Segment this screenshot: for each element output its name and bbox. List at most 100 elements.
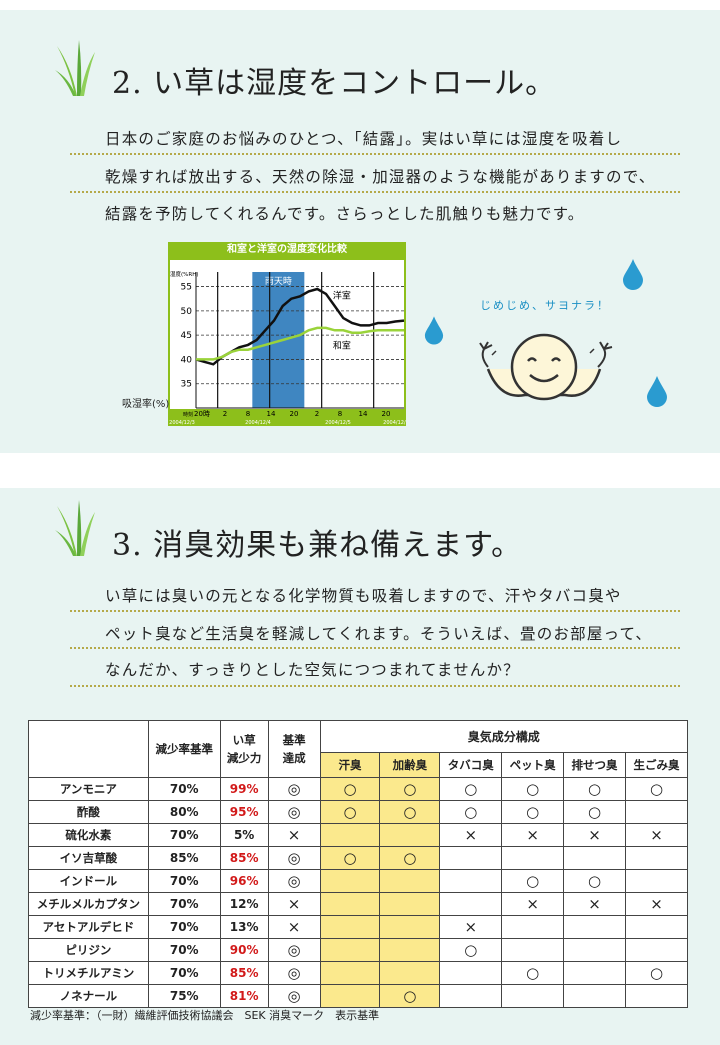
substance-name: 酢酸 [28, 800, 149, 824]
odor-mark: × [625, 823, 688, 847]
series-label: 和室 [333, 339, 351, 351]
substance-name: イソ吉草酸 [28, 846, 149, 870]
achievement-mark: ◎ [267, 869, 321, 893]
odor-mark: ○ [563, 800, 626, 824]
standard-value: 70% [147, 938, 221, 962]
x-tick-label: 20 [290, 410, 299, 418]
odor-mark [563, 984, 626, 1008]
achievement-mark: ◎ [267, 846, 321, 870]
odor-mark: ○ [501, 777, 565, 801]
odor-mark [625, 846, 688, 870]
substance-name: アセトアルデヒド [28, 915, 149, 939]
x-tick-label: 14 [267, 410, 276, 418]
x-tick-label: 20時 [194, 410, 210, 418]
table-row: 硫化水素 70% 5% × × × × × [28, 823, 688, 847]
odor-mark [379, 961, 441, 985]
body-line: い草には臭いの元となる化学物質も吸着しますので、汗やタバコ臭や [105, 587, 622, 605]
water-drop-icon [424, 316, 444, 345]
y-tick-label: 45 [181, 331, 192, 341]
odor-mark [379, 915, 441, 939]
odor-header: ペット臭 [501, 751, 565, 779]
water-drop-icon [623, 259, 643, 290]
grass-icon [55, 500, 95, 556]
reduction-value: 95% [219, 800, 269, 824]
odor-group-header: 臭気成分構成 [319, 720, 689, 753]
body-line: ペット臭など生活臭を軽減してくれます。そういえば、畳のお部屋って、 [105, 625, 653, 643]
odor-mark [319, 938, 381, 962]
odor-mark [379, 823, 441, 847]
humidity-section: 2. い草は湿度をコントロール。 日本のご家庭のお悩みのひとつ、「結露」。実はい… [0, 10, 720, 453]
achievement-mark: × [267, 915, 321, 939]
odor-mark: ○ [379, 777, 441, 801]
odor-mark: ○ [501, 961, 565, 985]
x-tick-label: 2 [223, 410, 227, 418]
blank-header [28, 720, 149, 778]
odor-mark [501, 938, 565, 962]
odor-mark: × [501, 892, 565, 916]
odor-mark [563, 961, 626, 985]
x-tick-label: 8 [338, 410, 342, 418]
achievement-mark: × [267, 892, 321, 916]
standard-value: 70% [147, 823, 221, 847]
date-label: 2004/12/6 [383, 420, 406, 426]
table-row: アンモニア 70% 99% ◎ ○ ○ ○ ○ ○ ○ [28, 777, 688, 801]
odor-mark: × [439, 915, 503, 939]
odor-mark: × [625, 892, 688, 916]
odor-mark [319, 823, 381, 847]
x-tick-label: 14 [359, 410, 368, 418]
standard-value: 70% [147, 915, 221, 939]
igusa-header-line1: い草 [232, 733, 256, 747]
series-label: 洋室 [333, 290, 351, 302]
achievement-mark: × [267, 823, 321, 847]
odor-header: タバコ臭 [439, 751, 503, 779]
odor-mark: ○ [439, 938, 503, 962]
dotted-divider [70, 153, 680, 155]
odor-mark [439, 846, 503, 870]
odor-mark: × [563, 823, 626, 847]
odor-header: 汗臭 [319, 751, 381, 779]
reduction-value: 13% [219, 915, 269, 939]
odor-mark [319, 892, 381, 916]
odor-mark [439, 869, 503, 893]
odor-mark: × [501, 823, 565, 847]
x-tick-label: 20 [382, 410, 391, 418]
odor-mark: ○ [563, 869, 626, 893]
standard-value: 70% [147, 869, 221, 893]
odor-mark [563, 938, 626, 962]
achievement-mark: ◎ [267, 961, 321, 985]
achieve-header-line2: 達成 [282, 751, 306, 765]
water-drop-icon [647, 376, 667, 407]
x-header: 時刻 [183, 411, 193, 418]
igusa-header-line2: 減少力 [226, 751, 262, 765]
footnote: 減少率基準：（一財）繊維評価技術協議会 SEK 消臭マーク 表示基準 [30, 1009, 380, 1022]
reduction-value: 81% [219, 984, 269, 1008]
y-tick-label: 50 [181, 307, 193, 317]
chart-title: 和室と洋室の湿度変化比較 [168, 242, 406, 258]
standard-value: 75% [147, 984, 221, 1008]
odor-mark [379, 892, 441, 916]
x-tick-label: 2 [315, 410, 319, 418]
odor-mark: ○ [501, 800, 565, 824]
achieve-header: 基準 達成 [267, 720, 321, 778]
body-line: なんだか、すっきりとした空気につつまれてませんか？ [105, 661, 520, 679]
section-heading: 3. 消臭効果も兼ね備えます。 [112, 528, 523, 563]
odor-mark [319, 915, 381, 939]
standard-value: 70% [147, 777, 221, 801]
table-row: メチルメルカプタン 70% 12% × × × × [28, 892, 688, 916]
x-tick-label: 8 [246, 410, 250, 418]
standard-value: 70% [147, 892, 221, 916]
odor-header: 生ごみ臭 [625, 751, 688, 779]
odor-mark [625, 869, 688, 893]
reduction-value: 99% [219, 777, 269, 801]
odor-mark: ○ [439, 800, 503, 824]
odor-mark: ○ [625, 961, 688, 985]
smiling-mascot-icon [479, 333, 613, 401]
odor-mark: × [439, 823, 503, 847]
odor-mark [501, 915, 565, 939]
odor-mark [563, 846, 626, 870]
odor-mark [625, 984, 688, 1008]
date-label: 2004/12/4 [245, 420, 271, 426]
reduction-value: 85% [219, 846, 269, 870]
achievement-mark: ◎ [267, 938, 321, 962]
